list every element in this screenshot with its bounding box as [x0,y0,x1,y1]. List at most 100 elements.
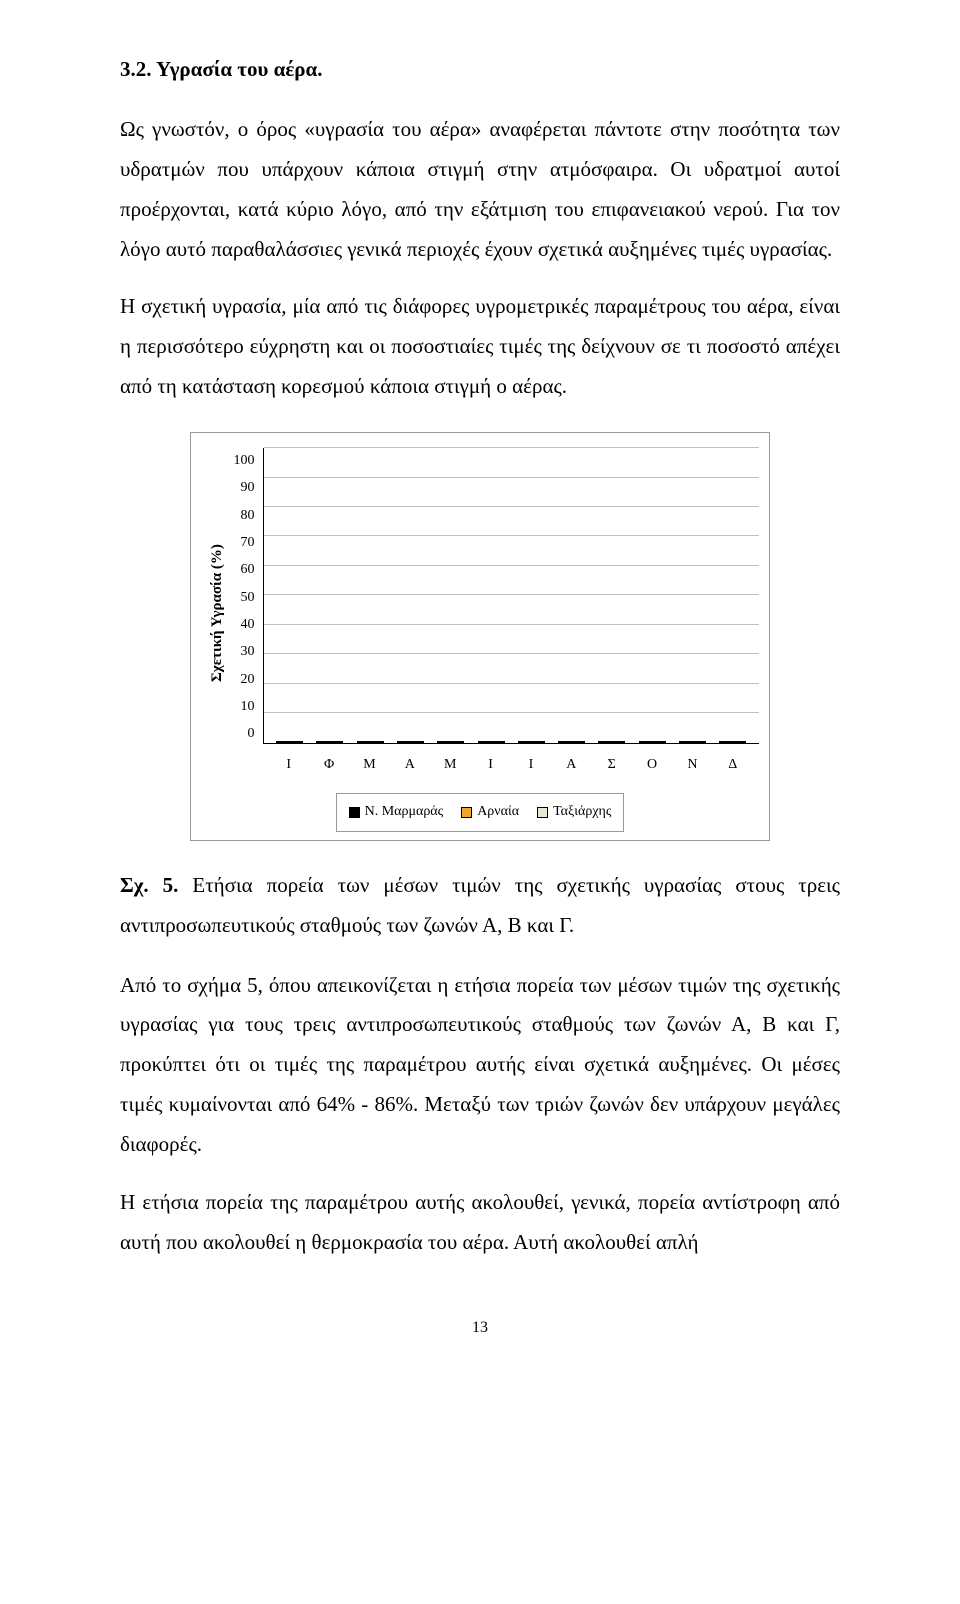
caption-text: Ετήσια πορεία των μέσων τιμών της σχετικ… [120,873,840,937]
bar [527,741,536,743]
gridline [264,594,760,595]
legend-label: Αρναία [477,799,519,826]
bar-group [478,741,505,743]
paragraph-3: Από το σχήμα 5, όπου απεικονίζεται η ετή… [120,966,840,1165]
gridline [264,506,760,507]
y-tick: 90 [241,475,255,502]
bar [276,741,285,743]
x-tick: Ι [275,752,303,779]
y-tick: 60 [241,557,255,584]
bar [737,741,746,743]
x-tick: Ι [517,752,545,779]
bar [285,741,294,743]
chart-plot-area: Σχετική Υγρασία (%) 10090807060504030201… [201,448,759,778]
figure-caption: Σχ. 5. Ετήσια πορεία των μέσων τιμών της… [120,866,840,946]
x-tick: Δ [719,752,747,779]
gridline [264,712,760,713]
paragraph-1: Ως γνωστόν, ο όρος «υγρασία του αέρα» αν… [120,110,840,270]
bar [657,741,666,743]
y-tick: 20 [241,667,255,694]
bar [446,741,455,743]
bar-group [397,741,424,743]
gridline [264,653,760,654]
x-tick: Ν [678,752,706,779]
legend-label: Ταξιάρχης [553,799,611,826]
bar [357,741,366,743]
humidity-chart: Σχετική Υγρασία (%) 10090807060504030201… [190,432,770,841]
bar [334,741,343,743]
bar [576,741,585,743]
x-tick: Μ [436,752,464,779]
paragraph-2: Η σχετική υγρασία, μία από τις διάφορες … [120,287,840,407]
y-tick: 0 [248,721,255,748]
y-tick: 40 [241,612,255,639]
y-tick: 30 [241,639,255,666]
x-tick: Μ [355,752,383,779]
y-tick: 100 [234,448,255,475]
bar-group [598,741,625,743]
bar [294,741,303,743]
bar [437,741,446,743]
gridline [264,565,760,566]
x-tick: Α [396,752,424,779]
legend-item: Ταξιάρχης [537,799,611,826]
bar [567,741,576,743]
bar-group [316,741,343,743]
plot-region [263,448,760,743]
legend-swatch [461,807,472,818]
bar-group [679,741,706,743]
gridline [264,477,760,478]
bar [316,741,325,743]
bar [455,741,464,743]
x-tick: Ι [477,752,505,779]
bar [719,741,728,743]
bar [688,741,697,743]
bar [639,741,648,743]
bar-group [437,741,464,743]
y-axis-ticks: 1009080706050403020100 [234,448,263,748]
legend-item: Αρναία [461,799,519,826]
legend-swatch [537,807,548,818]
x-tick: Σ [598,752,626,779]
y-tick: 70 [241,530,255,557]
bar [478,741,487,743]
legend-label: Ν. Μαρμαράς [365,799,444,826]
bar [536,741,545,743]
y-tick: 80 [241,503,255,530]
bar [375,741,384,743]
bar [679,741,688,743]
gridline [264,683,760,684]
x-tick: Φ [315,752,343,779]
bar [496,741,505,743]
paragraph-4: Η ετήσια πορεία της παραμέτρου αυτής ακο… [120,1183,840,1263]
bar [325,741,334,743]
gridline [264,624,760,625]
bar [406,741,415,743]
bar [598,741,607,743]
bar [397,741,406,743]
bar-group [719,741,746,743]
legend-swatch [349,807,360,818]
x-tick: Ο [638,752,666,779]
bar-group [518,741,545,743]
caption-prefix: Σχ. 5. [120,873,178,897]
bar [415,741,424,743]
bar [487,741,496,743]
bars-container [264,448,760,742]
y-tick: 10 [241,694,255,721]
chart-legend: Ν. Μαρμαράς Αρναία Ταξιάρχης [336,793,625,832]
bar [558,741,567,743]
x-tick: Α [557,752,585,779]
section-heading: 3.2. Υγρασία του αέρα. [120,50,840,90]
bar-group [276,741,303,743]
bar [697,741,706,743]
bar [366,741,375,743]
x-axis-ticks: ΙΦΜΑΜΙΙΑΣΟΝΔ [263,744,760,779]
bar [616,741,625,743]
bar-group [639,741,666,743]
gridline [264,535,760,536]
bar [518,741,527,743]
y-axis-label: Σχετική Υγρασία (%) [201,448,234,778]
bar-group [558,741,585,743]
legend-item: Ν. Μαρμαράς [349,799,444,826]
